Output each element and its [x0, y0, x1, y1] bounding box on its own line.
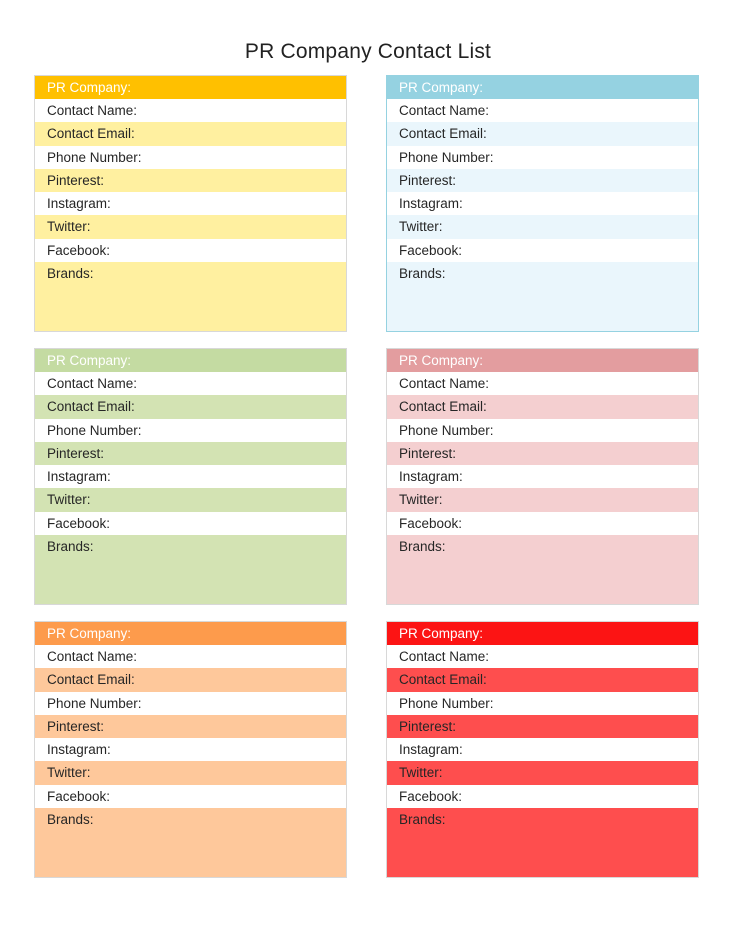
- brands-row[interactable]: Brands:: [35, 262, 346, 331]
- phone-number-row[interactable]: Phone Number:: [35, 418, 346, 442]
- pr-company-header[interactable]: PR Company:: [35, 349, 346, 372]
- pinterest-row[interactable]: Pinterest:: [387, 714, 698, 739]
- facebook-row[interactable]: Facebook:: [35, 784, 346, 809]
- twitter-row[interactable]: Twitter:: [387, 215, 698, 239]
- phone-number-row[interactable]: Phone Number:: [387, 145, 698, 169]
- instagram-row[interactable]: Instagram:: [387, 192, 698, 216]
- pr-company-header[interactable]: PR Company:: [387, 76, 698, 99]
- twitter-row[interactable]: Twitter:: [35, 488, 346, 512]
- pinterest-row[interactable]: Pinterest:: [387, 168, 698, 193]
- brands-row[interactable]: Brands:: [387, 262, 698, 331]
- facebook-row[interactable]: Facebook:: [387, 784, 698, 809]
- contact-name-row[interactable]: Contact Name:: [35, 645, 346, 669]
- brands-row[interactable]: Brands:: [35, 808, 346, 877]
- phone-number-row[interactable]: Phone Number:: [387, 418, 698, 442]
- pinterest-row[interactable]: Pinterest:: [35, 714, 346, 739]
- pinterest-row[interactable]: Pinterest:: [387, 441, 698, 466]
- instagram-row[interactable]: Instagram:: [387, 738, 698, 762]
- pr-company-header[interactable]: PR Company:: [387, 622, 698, 645]
- facebook-row[interactable]: Facebook:: [387, 511, 698, 536]
- twitter-row[interactable]: Twitter:: [387, 488, 698, 512]
- brands-row[interactable]: Brands:: [35, 535, 346, 604]
- facebook-row[interactable]: Facebook:: [35, 511, 346, 536]
- page-title: PR Company Contact List: [244, 40, 492, 63]
- instagram-row[interactable]: Instagram:: [387, 465, 698, 489]
- contact-card-green: PR Company: Contact Name: Contact Email:…: [34, 348, 347, 605]
- contact-email-row[interactable]: Contact Email:: [35, 122, 346, 146]
- phone-number-row[interactable]: Phone Number:: [387, 691, 698, 715]
- contact-email-row[interactable]: Contact Email:: [387, 668, 698, 692]
- phone-number-row[interactable]: Phone Number:: [35, 691, 346, 715]
- pr-company-header[interactable]: PR Company:: [387, 349, 698, 372]
- pr-company-header[interactable]: PR Company:: [35, 622, 346, 645]
- contact-name-row[interactable]: Contact Name:: [387, 645, 698, 669]
- contact-card-yellow: PR Company: Contact Name: Contact Email:…: [34, 75, 347, 332]
- contact-card-blue: PR Company: Contact Name: Contact Email:…: [386, 75, 699, 332]
- contact-name-row[interactable]: Contact Name:: [387, 99, 698, 123]
- brands-row[interactable]: Brands:: [387, 535, 698, 604]
- contact-name-row[interactable]: Contact Name:: [35, 372, 346, 396]
- instagram-row[interactable]: Instagram:: [35, 738, 346, 762]
- contact-email-row[interactable]: Contact Email:: [387, 122, 698, 146]
- contact-email-row[interactable]: Contact Email:: [35, 395, 346, 419]
- brands-row[interactable]: Brands:: [387, 808, 698, 877]
- contact-name-row[interactable]: Contact Name:: [35, 99, 346, 123]
- instagram-row[interactable]: Instagram:: [35, 192, 346, 216]
- contact-name-row[interactable]: Contact Name:: [387, 372, 698, 396]
- pr-company-header[interactable]: PR Company:: [35, 76, 346, 99]
- contact-card-red: PR Company: Contact Name: Contact Email:…: [386, 621, 699, 878]
- phone-number-row[interactable]: Phone Number:: [35, 145, 346, 169]
- pinterest-row[interactable]: Pinterest:: [35, 441, 346, 466]
- twitter-row[interactable]: Twitter:: [35, 215, 346, 239]
- contact-card-orange: PR Company: Contact Name: Contact Email:…: [34, 621, 347, 878]
- pinterest-row[interactable]: Pinterest:: [35, 168, 346, 193]
- twitter-row[interactable]: Twitter:: [387, 761, 698, 785]
- contact-email-row[interactable]: Contact Email:: [35, 668, 346, 692]
- contact-email-row[interactable]: Contact Email:: [387, 395, 698, 419]
- twitter-row[interactable]: Twitter:: [35, 761, 346, 785]
- contact-card-pink: PR Company: Contact Name: Contact Email:…: [386, 348, 699, 605]
- facebook-row[interactable]: Facebook:: [387, 238, 698, 263]
- facebook-row[interactable]: Facebook:: [35, 238, 346, 263]
- instagram-row[interactable]: Instagram:: [35, 465, 346, 489]
